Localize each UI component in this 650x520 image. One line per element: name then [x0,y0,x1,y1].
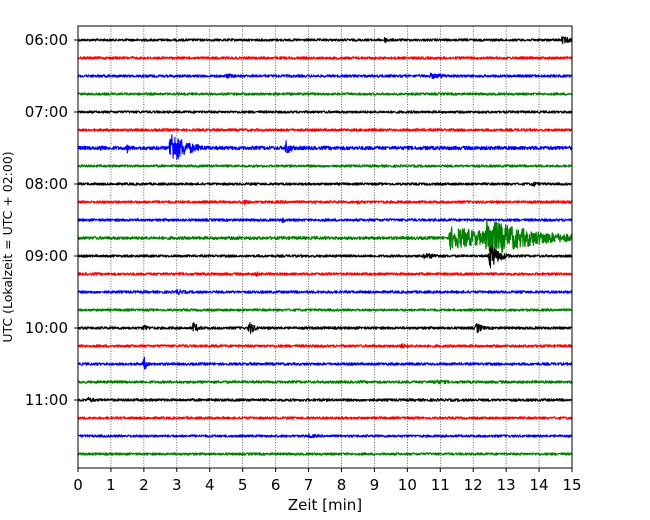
trace-line-0745 [77,164,573,168]
x-tick-label: 12 [464,476,483,494]
y-tick-label: 06:00 [25,31,68,49]
trace-line-0645 [77,92,573,96]
x-grid [110,26,540,468]
trace-line-1045 [77,379,573,385]
x-tick-label: 0 [73,476,83,494]
trace-line-0800 [77,181,573,187]
plot-frame [77,25,573,469]
trace-line-1115 [77,416,573,420]
y-tick-label: 11:00 [25,391,68,409]
trace-line-0600 [77,36,573,44]
x-tick-label: 13 [497,476,516,494]
x-tick-label: 10 [398,476,417,494]
trace-line-1030 [77,356,573,370]
x-tick-label: 9 [370,476,380,494]
trace-line-0900 [77,245,573,269]
x-tick-label: 4 [205,476,215,494]
x-tick-label: 15 [562,476,581,494]
x-tick-label: 14 [530,476,549,494]
trace-line-0845 [77,219,573,254]
y-tick-label: 10:00 [25,319,68,337]
trace-line-1130 [77,433,573,439]
trace-line-0930 [77,289,573,296]
trace-line-0630 [77,72,573,79]
x-tick-label: 2 [139,476,149,494]
x-axis-ticks: 0 1 2 3 4 5 6 7 8 9 10 11 12 13 14 15 [73,468,582,494]
trace-line-1145 [77,452,573,456]
trace-line-0730 [77,134,573,161]
y-axis-label: UTC (Lokalzeit = UTC + 02:00) [0,151,15,342]
x-axis-label: Zeit [min] [288,496,362,514]
x-tick-label: 1 [106,476,116,494]
trace-line-1100 [77,396,573,403]
y-tick-label: 09:00 [25,247,68,265]
y-tick-label: 07:00 [25,103,68,121]
x-tick-label: 6 [271,476,281,494]
trace-line-0615 [77,56,573,60]
trace-line-0915 [77,271,573,277]
trace-line-0700 [77,110,573,114]
seismic-traces [77,36,573,456]
x-tick-label: 5 [238,476,248,494]
trace-line-0715 [77,128,573,132]
y-tick-label: 08:00 [25,175,68,193]
trace-line-1000 [77,322,573,335]
trace-line-0830 [77,217,573,224]
trace-line-1015 [77,343,573,349]
x-tick-label: 3 [172,476,182,494]
trace-line-0815 [77,199,573,205]
trace-line-0945 [77,308,573,312]
x-tick-label: 7 [304,476,314,494]
y-axis-ticks: 06:00 07:00 08:00 09:00 10:00 11:00 [25,31,78,409]
x-tick-label: 8 [337,476,347,494]
x-tick-label: 11 [431,476,450,494]
